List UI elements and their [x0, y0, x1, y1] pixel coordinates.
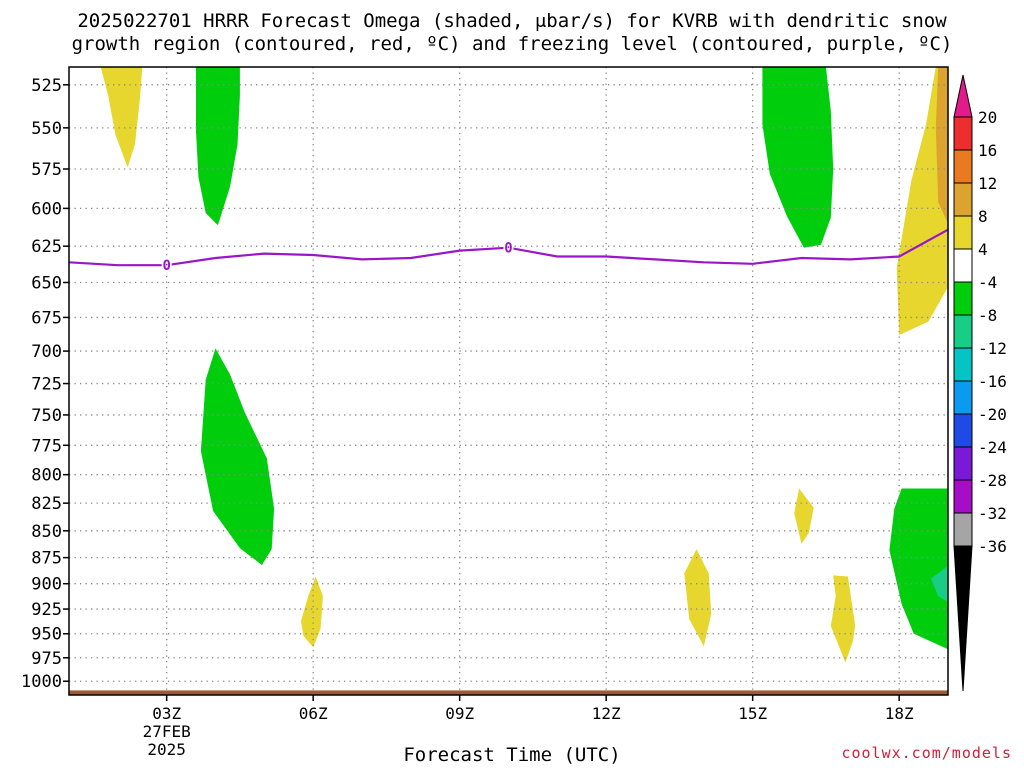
colorbar-swatch	[953, 446, 973, 481]
colorbar-label: 12	[978, 174, 997, 193]
site-credit: coolwx.com/models	[841, 744, 1012, 762]
x-axis-label: Forecast Time (UTC)	[403, 744, 621, 766]
y-tick-label: 650	[31, 273, 62, 293]
freezing-level-label-bg	[503, 239, 514, 255]
colorbar-swatch	[953, 413, 973, 448]
colorbar-label: -4	[978, 273, 997, 292]
x-tick-label: 12Z	[592, 704, 621, 723]
x-tick-label: 06Z	[299, 704, 328, 723]
colorbar-swatch	[953, 479, 973, 514]
colorbar-top-arrow	[953, 74, 973, 118]
x-tick-label: 03Z	[152, 704, 181, 723]
omega-region-6	[762, 67, 834, 248]
colorbar-label: 20	[978, 108, 997, 127]
terrain-layer	[69, 690, 948, 695]
x-tick-label: 18Z	[885, 704, 914, 723]
y-tick-label: 825	[31, 494, 62, 514]
x-tick-year-label: 2025	[147, 740, 186, 759]
colorbar-swatch	[953, 182, 973, 217]
omega-region-4	[301, 576, 323, 648]
y-tick-label: 750	[31, 406, 62, 426]
omega-region-2	[196, 67, 240, 226]
omega-region-8	[830, 575, 856, 663]
colorbar-swatch	[953, 314, 973, 349]
y-tick-label: 1000	[21, 672, 62, 692]
y-tick-label: 875	[31, 549, 62, 569]
colorbar-swatch	[953, 512, 973, 547]
y-tick-label: 850	[31, 522, 62, 542]
colorbar-label: 4	[978, 240, 988, 259]
y-tick-label: 525	[31, 76, 62, 96]
colorbar-label: -36	[978, 537, 1007, 556]
y-tick-label: 575	[31, 160, 62, 180]
plot-frame	[68, 66, 949, 696]
freezing-level-label-bg	[161, 257, 172, 273]
omega-region-11	[889, 488, 948, 650]
colorbar-label: -8	[978, 306, 997, 325]
omega-region-10	[935, 67, 948, 224]
colorbar-label: -16	[978, 372, 1007, 391]
colorbar-swatch	[953, 149, 973, 184]
y-tick-label: 675	[31, 308, 62, 328]
colorbar-swatch	[953, 380, 973, 415]
y-tick-label: 950	[31, 625, 62, 645]
freezing-level-label: 0	[504, 241, 512, 257]
colorbar-swatch	[953, 248, 973, 283]
colorbar-swatch	[953, 215, 973, 250]
colorbar-label: 8	[978, 207, 988, 226]
x-tick-label: 15Z	[738, 704, 767, 723]
y-tick-label: 975	[31, 649, 62, 669]
y-tick-label: 725	[31, 375, 62, 395]
x-tick-date-label: 27FEB	[143, 722, 191, 741]
y-tick-label: 600	[31, 199, 62, 219]
colorbar-swatch	[953, 116, 973, 151]
y-tick-label: 700	[31, 342, 62, 362]
omega-region-3	[200, 348, 275, 565]
chart-title-line-1: 2025022701 HRRR Forecast Omega (shaded, …	[77, 10, 947, 32]
y-tick-label: 625	[31, 237, 62, 257]
y-axis-ticks: 525 550 575 600 625 650 675 700 725 750 775 800 825 8…	[21, 76, 69, 692]
colorbar-swatch	[953, 347, 973, 382]
freezing-level-contour: 00	[68, 228, 949, 274]
colorbar-label: -20	[978, 405, 1007, 424]
colorbar-bottom-arrow	[953, 545, 973, 692]
colorbar-label: -12	[978, 339, 1007, 358]
terrain-strip	[69, 690, 948, 695]
colorbar-label: -32	[978, 504, 1007, 523]
omega-region-7	[794, 488, 814, 544]
y-tick-label: 775	[31, 436, 62, 456]
chart-title-line-2: growth region (contoured, red, ºC) and f…	[71, 33, 953, 55]
y-tick-label: 800	[31, 466, 62, 486]
omega-region-5	[684, 549, 712, 647]
omega-shaded-regions	[100, 67, 948, 663]
y-tick-label: 925	[31, 600, 62, 620]
y-tick-label: 550	[31, 119, 62, 139]
grid-lines	[69, 67, 948, 695]
colorbar-swatch	[953, 281, 973, 316]
omega-region-12	[930, 566, 948, 602]
colorbar: 20 16 12 8 4 -4 -8 -12 -16 -20 -24 -28 -32 -36	[953, 74, 1007, 692]
omega-region-9	[896, 67, 948, 336]
colorbar-label: -28	[978, 471, 1007, 490]
colorbar-label: 16	[978, 141, 997, 160]
y-tick-label: 900	[31, 575, 62, 595]
omega-region-1	[100, 67, 143, 168]
freezing-level-label: 0	[162, 258, 170, 274]
x-tick-label: 09Z	[445, 704, 474, 723]
colorbar-label: -24	[978, 438, 1007, 457]
